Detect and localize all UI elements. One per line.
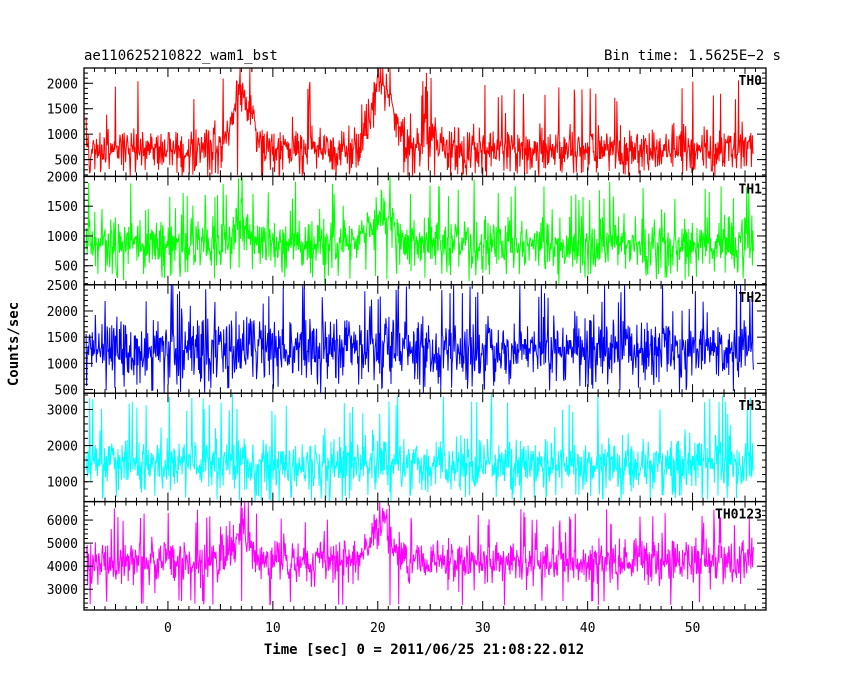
y-tick-label: 500: [55, 384, 78, 399]
x-axis: 0 10 20 30 40 50: [164, 621, 700, 636]
y-tick-label: 500: [55, 260, 78, 275]
panel-th3: 1000 2000 3000 TH3: [47, 392, 767, 503]
panel-th0: 500 1000 1500 2000 TH0: [47, 67, 767, 178]
series-th3: [85, 393, 754, 502]
y-tick-label: 2000: [47, 440, 78, 455]
y-tick-label: 1000: [47, 476, 78, 491]
panel-label: TH0123: [715, 508, 762, 523]
y-tick-label: 2000: [47, 170, 78, 185]
y-tick-label: 4000: [47, 560, 78, 575]
y-axis-label: Counts/sec: [6, 302, 22, 386]
series-th2: [85, 284, 754, 394]
y-tick-label: 1000: [47, 357, 78, 372]
chart-title-right: Bin time: 1.5625E−2 s: [604, 48, 781, 64]
y-tick-label: 6000: [47, 514, 78, 529]
y-tick-label: 5000: [47, 537, 78, 552]
x-axis-label: Time [sec] 0 = 2011/06/25 21:08:22.012: [264, 642, 584, 658]
panel-frame: [83, 500, 767, 611]
x-tick-label: 10: [265, 621, 281, 636]
chart-title-left: ae110625210822_wam1_bst: [84, 48, 278, 64]
x-tick-label: 0: [164, 621, 172, 636]
panel-th2: 500 1000 1500 2000 2500 TH2: [47, 279, 767, 399]
x-tick-label: 30: [475, 621, 491, 636]
panel-label: TH0: [739, 74, 763, 89]
panel-th0123: 3000 4000 5000 6000 TH0123: [47, 500, 767, 611]
y-tick-label: 1500: [47, 103, 78, 118]
panel-label: TH2: [739, 291, 762, 306]
y-tick-label: 3000: [47, 403, 78, 418]
y-tick-label: 2000: [47, 305, 78, 320]
y-tick-label: 1000: [47, 128, 78, 143]
x-tick-label: 50: [685, 621, 701, 636]
panel-label: TH1: [739, 182, 763, 197]
y-tick-label: 1000: [47, 230, 78, 245]
series-th1: [85, 176, 754, 285]
y-tick-label: 2000: [47, 77, 78, 92]
y-tick-label: 1500: [47, 331, 78, 346]
x-tick-label: 20: [370, 621, 386, 636]
panel-th1: 500 1000 1500 2000 TH1: [47, 170, 767, 286]
panel-label: TH3: [739, 399, 762, 414]
series-th0: [85, 68, 754, 177]
y-tick-label: 2500: [47, 279, 78, 294]
x-tick-label: 40: [580, 621, 596, 636]
y-tick-label: 1500: [47, 200, 78, 215]
y-tick-label: 3000: [47, 583, 78, 598]
y-tick-label: 500: [55, 154, 78, 169]
series-th0123: [85, 501, 754, 606]
